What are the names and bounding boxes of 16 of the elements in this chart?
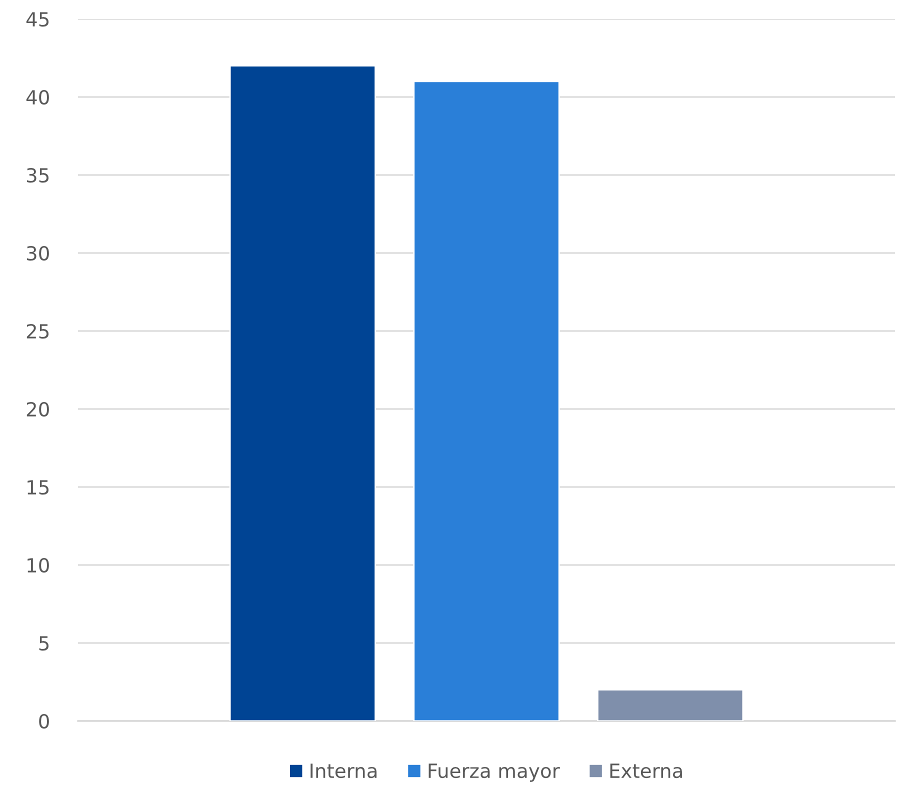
y-tick-label: 10 — [28, 558, 49, 573]
y-tick-label: 30 — [26, 246, 49, 261]
y-tick-label: 20 — [26, 402, 49, 417]
legend-label: Fuerza mayor — [428, 764, 560, 782]
bar — [413, 80, 560, 721]
bar — [597, 689, 744, 721]
y-tick-label: 25 — [26, 324, 49, 339]
y-tick-label: 45 — [26, 12, 49, 27]
legend-label: Interna — [310, 764, 377, 778]
y-tick-label: 40 — [26, 90, 49, 105]
legend-label: Externa — [610, 764, 682, 778]
y-tick-label: 15 — [28, 480, 49, 495]
y-tick-label: 5 — [39, 636, 49, 651]
y-tick-label: 0 — [39, 714, 49, 729]
y-tick-label: 35 — [26, 168, 49, 183]
bar — [229, 65, 376, 721]
